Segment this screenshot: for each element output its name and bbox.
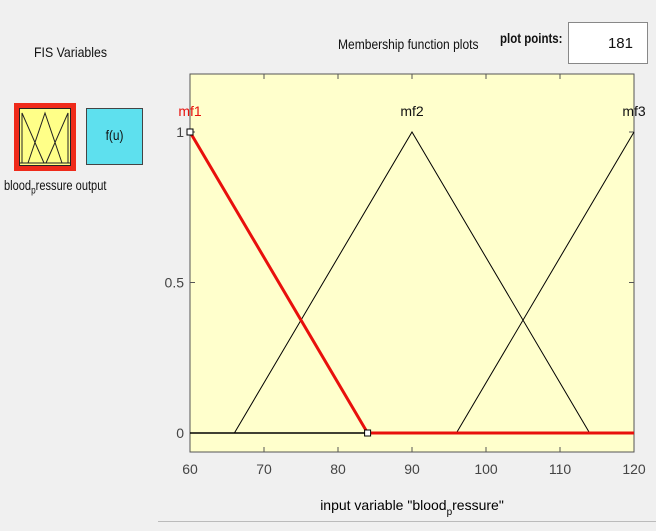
membership-plots-title: Membership function plots (338, 36, 479, 52)
x-tick-label: 100 (474, 461, 498, 477)
x-tick-label: 120 (622, 461, 646, 477)
x-tick-label: 80 (330, 461, 346, 477)
x-tick-label: 110 (549, 461, 572, 477)
mf-curve-mf2[interactable] (233, 131, 591, 434)
x-tick-label: 60 (182, 461, 198, 477)
input-variable-label: bloodpressure (4, 178, 73, 197)
plot-points-input[interactable] (568, 22, 648, 64)
mf-curve-mf3[interactable] (455, 131, 635, 434)
output-variable-label: output (75, 178, 107, 193)
x-tick-label: 70 (256, 461, 272, 477)
mf-label-mf2[interactable]: mf2 (400, 103, 424, 119)
plot-points-label: plot points: (500, 30, 563, 46)
mf-drag-handle[interactable] (364, 429, 372, 437)
mf-label-mf3[interactable]: mf3 (622, 103, 646, 119)
mf-triangles-icon (19, 108, 71, 166)
mf-label-mf1[interactable]: mf1 (178, 103, 202, 119)
y-tick-label: 1 (176, 124, 184, 140)
input-variable-box[interactable] (14, 103, 76, 171)
y-tick-label: 0.5 (165, 275, 185, 291)
x-tick-label: 90 (404, 461, 420, 477)
variable-labels: bloodpressure output (4, 178, 135, 197)
fis-variables-title: FIS Variables (34, 44, 108, 60)
x-axis-label: input variable "bloodpressure" (320, 497, 504, 518)
output-variable-box[interactable]: f(u) (86, 108, 143, 165)
output-function-icon: f(u) (105, 127, 124, 143)
divider (158, 521, 656, 522)
y-tick-label: 0 (176, 425, 184, 441)
mf-drag-handle[interactable] (186, 128, 194, 136)
